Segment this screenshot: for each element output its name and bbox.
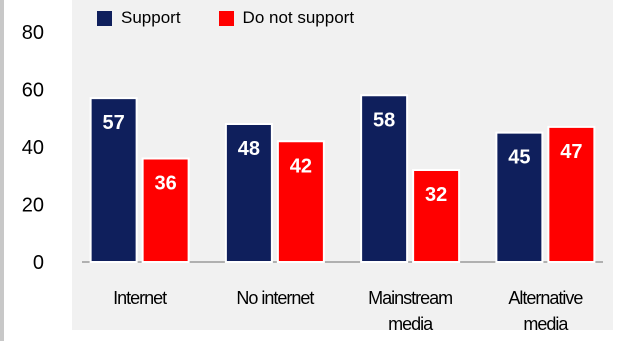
bar bbox=[412, 169, 461, 263]
x-tick-label: media bbox=[388, 314, 434, 334]
legend-label-do-not-support: Do not support bbox=[242, 8, 355, 27]
x-tick-label: media bbox=[523, 314, 569, 334]
legend: Support Do not support bbox=[97, 8, 392, 28]
bar bbox=[495, 131, 544, 263]
legend-swatch-do-not-support bbox=[218, 10, 234, 26]
bar-value-label: 48 bbox=[238, 138, 260, 160]
legend-item-do-not-support: Do not support bbox=[218, 8, 355, 28]
y-tick-label: 0 bbox=[33, 252, 44, 274]
x-tick-label: Internet bbox=[113, 288, 167, 308]
bar-value-label: 57 bbox=[103, 112, 125, 134]
y-tick-label: 20 bbox=[22, 195, 44, 217]
bar bbox=[224, 123, 273, 263]
bar bbox=[276, 140, 325, 263]
y-tick-label: 60 bbox=[22, 80, 44, 102]
x-tick-label: Alternative bbox=[508, 288, 583, 308]
legend-swatch-support bbox=[97, 10, 112, 26]
bar-value-label: 32 bbox=[425, 184, 447, 206]
bar bbox=[547, 125, 596, 263]
bar bbox=[141, 157, 190, 263]
bar-value-label: 36 bbox=[155, 173, 177, 195]
bar-value-label: 58 bbox=[373, 109, 395, 131]
y-tick-label: 40 bbox=[22, 137, 44, 159]
x-tick-label: Mainstream bbox=[368, 288, 452, 308]
bar-value-label: 45 bbox=[508, 147, 530, 169]
bar-value-label: 47 bbox=[560, 141, 582, 163]
bar bbox=[89, 97, 138, 263]
bar-value-label: 42 bbox=[290, 155, 312, 177]
legend-item-support: Support bbox=[97, 8, 181, 28]
left-divider bbox=[0, 0, 4, 341]
y-tick-label: 80 bbox=[22, 22, 44, 44]
legend-label-support: Support bbox=[121, 8, 181, 27]
x-tick-label: No internet bbox=[236, 288, 314, 308]
bar bbox=[360, 94, 409, 263]
